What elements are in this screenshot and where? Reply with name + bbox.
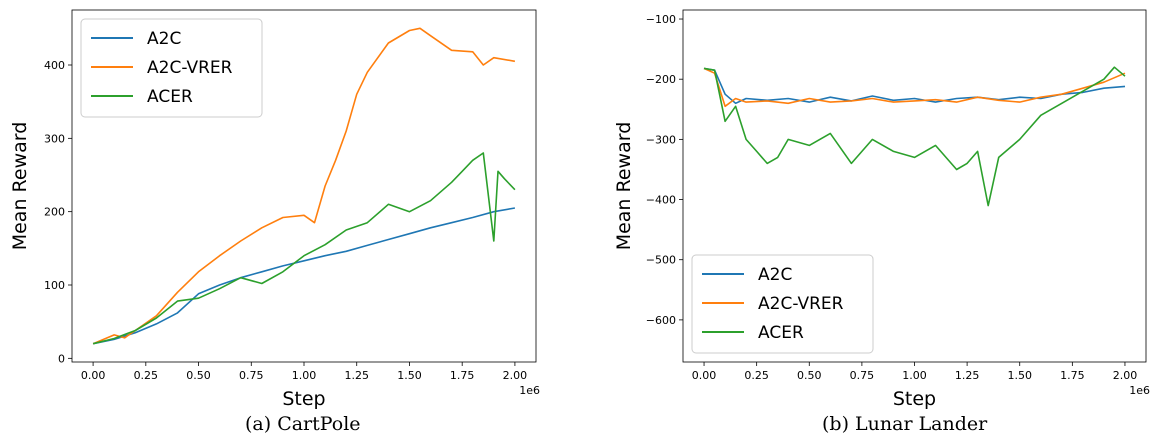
x-tick-label: 1.50: [1007, 369, 1032, 382]
legend: A2C A2C-VRER ACER: [80, 18, 263, 118]
x-tick-label: 1.75: [450, 369, 475, 382]
y-tick-label: 300: [44, 132, 65, 145]
legend: A2C A2C-VRER ACER: [691, 254, 874, 354]
legend-label-a2c-vrer: A2C-VRER: [758, 294, 844, 314]
y-tick-label: 400: [44, 59, 65, 72]
y-tick-label: −600: [646, 314, 676, 327]
series-line-a2c-vrer: [703, 67, 1126, 108]
y-tick-label: −400: [646, 194, 676, 207]
y-tick-label: −100: [646, 13, 676, 26]
series-line-a2c-vrer: [92, 27, 516, 345]
chart-panel-2: 0.00 0.25 0.50 0.75 1.00 1.25 1.50 1.75 2.00 −600…: [613, 9, 1150, 410]
x-tick-label: 1.25: [344, 369, 369, 382]
x-tick-label: 0.50: [186, 369, 211, 382]
chart-panel-1: 0.00 0.25 0.50 0.75 1.00 1.25 1.50 1.75 2.00 0 100…: [9, 9, 540, 410]
x-offset-text: 1e6: [519, 384, 540, 397]
y-tick-label: 0: [58, 352, 65, 365]
legend-box: [80, 18, 263, 118]
caption-lunar-lander: (b) Lunar Lander: [822, 413, 988, 435]
x-tick-label: 0.75: [850, 369, 875, 382]
legend-label-a2c: A2C: [758, 265, 792, 285]
legend-label-acer: ACER: [147, 87, 193, 107]
x-tick-label: 2.00: [1113, 369, 1138, 382]
x-tick-label: 1.00: [902, 369, 927, 382]
x-tick-label: 0.75: [239, 369, 264, 382]
y-tick-label: 200: [44, 206, 65, 219]
y-tick-label: −500: [646, 254, 676, 267]
legend-box: [691, 254, 874, 354]
series-line-a2c: [703, 67, 1126, 105]
x-tick-label: 2.00: [503, 369, 528, 382]
series-line-acer: [703, 66, 1126, 207]
x-tick-label: 0.00: [81, 369, 106, 382]
y-tick-label: 100: [44, 279, 65, 292]
x-tick-label: 0.50: [797, 369, 822, 382]
x-offset-text: 1e6: [1129, 384, 1150, 397]
plot-area: [92, 27, 516, 345]
x-tick-label: 1.50: [397, 369, 422, 382]
legend-label-a2c: A2C: [147, 29, 181, 49]
series-line-a2c: [92, 207, 516, 345]
plot-area: [703, 66, 1126, 207]
caption-cartpole: (a) CartPole: [245, 413, 361, 435]
x-tick-label: 1.00: [292, 369, 317, 382]
series-line-acer: [92, 152, 516, 345]
x-axis-label: Step: [282, 388, 325, 410]
y-tick-label: −300: [646, 133, 676, 146]
x-axis-label: Step: [893, 388, 936, 410]
x-tick-label: 1.25: [955, 369, 980, 382]
legend-label-acer: ACER: [758, 323, 804, 343]
x-tick-label: 0.25: [134, 369, 159, 382]
legend-label-a2c-vrer: A2C-VRER: [147, 58, 233, 78]
y-axis-label: Mean Reward: [613, 122, 635, 251]
y-axis-label: Mean Reward: [9, 122, 31, 251]
x-tick-label: 0.00: [692, 369, 717, 382]
x-tick-label: 1.75: [1060, 369, 1085, 382]
x-tick-label: 0.25: [744, 369, 769, 382]
y-tick-label: −200: [646, 73, 676, 86]
